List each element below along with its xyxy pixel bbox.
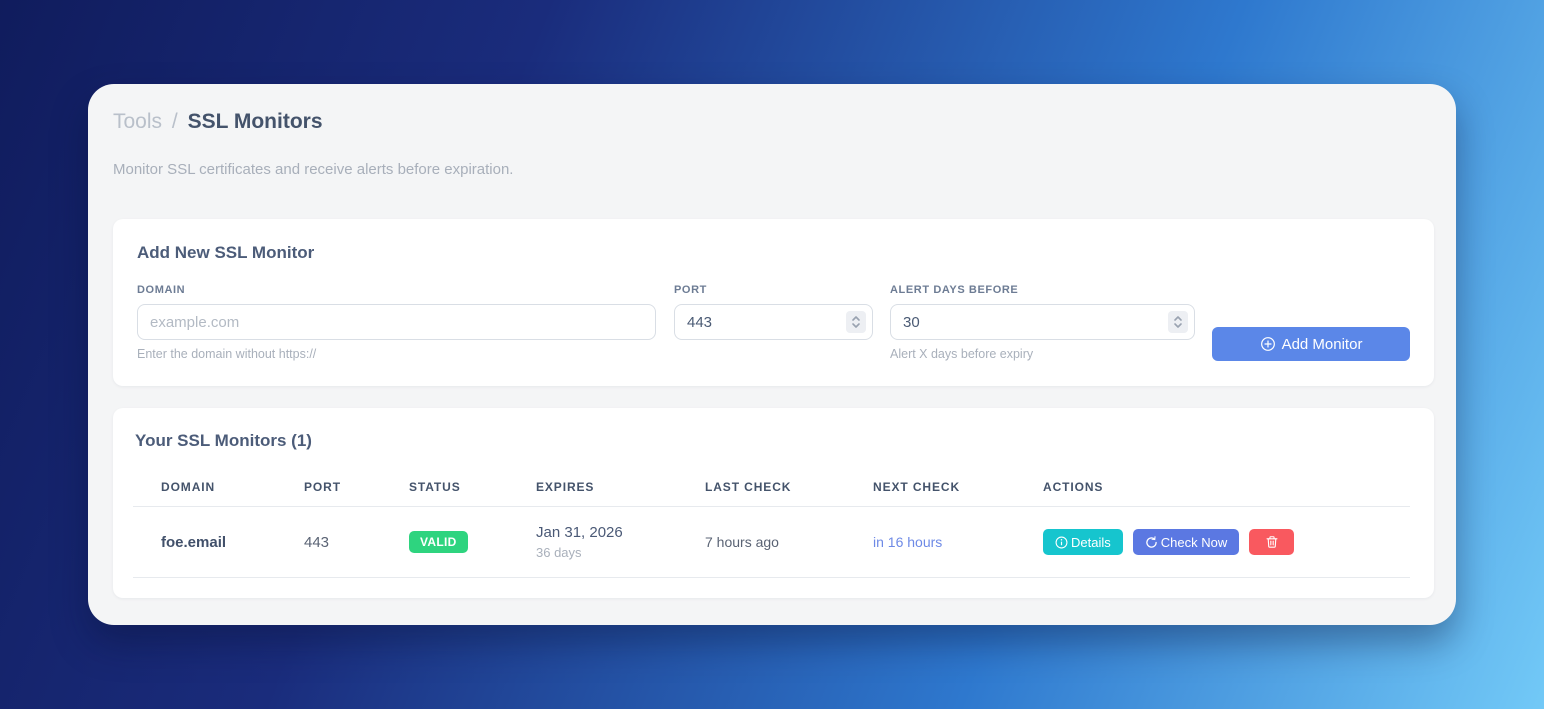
page-title: SSL Monitors	[187, 110, 323, 133]
col-header-last-check: LAST CHECK	[677, 480, 845, 507]
alert-days-hint: Alert X days before expiry	[890, 347, 1034, 361]
col-header-expires: EXPIRES	[508, 480, 677, 507]
trash-icon	[1265, 535, 1279, 549]
add-monitor-panel-title: Add New SSL Monitor	[137, 243, 315, 262]
col-header-port: PORT	[276, 480, 381, 507]
alert-days-stepper[interactable]	[1168, 311, 1188, 333]
col-header-domain: DOMAIN	[133, 480, 276, 507]
monitor-domain: foe.email	[133, 506, 276, 578]
monitor-actions-cell: Details Check Now	[1015, 506, 1410, 578]
check-now-button[interactable]: Check Now	[1132, 529, 1240, 555]
stepper-arrows-icon	[851, 315, 861, 329]
col-header-next-check: NEXT CHECK	[845, 480, 1015, 507]
plus-circle-icon	[1260, 336, 1276, 352]
check-now-button-label: Check Now	[1160, 534, 1228, 550]
info-icon	[1055, 536, 1068, 549]
expires-date: Jan 31, 2026	[536, 524, 623, 541]
add-monitor-panel: Add New SSL Monitor DOMAIN Enter the dom…	[113, 219, 1434, 386]
port-stepper[interactable]	[846, 311, 866, 333]
monitor-status-cell: VALID	[381, 506, 508, 578]
details-button[interactable]: Details	[1043, 529, 1123, 555]
status-badge: VALID	[409, 531, 468, 553]
breadcrumb-section[interactable]: Tools	[113, 110, 163, 133]
alert-days-input[interactable]	[890, 304, 1195, 340]
add-monitor-button-label: Add Monitor	[1281, 335, 1363, 353]
port-input[interactable]	[674, 304, 873, 340]
table-header-row: DOMAIN PORT STATUS EXPIRES LAST CHECK NE…	[133, 480, 1410, 507]
stepper-arrows-icon	[1173, 315, 1183, 329]
monitor-next-check: in 16 hours	[845, 506, 1015, 578]
domain-label: DOMAIN	[137, 284, 186, 296]
details-button-label: Details	[1071, 534, 1111, 550]
delete-monitor-button[interactable]	[1249, 529, 1295, 555]
monitors-table: DOMAIN PORT STATUS EXPIRES LAST CHECK NE…	[133, 480, 1410, 578]
add-monitor-button[interactable]: Add Monitor	[1212, 327, 1410, 361]
domain-hint: Enter the domain without https://	[137, 347, 317, 361]
expires-remaining: 36 days	[536, 545, 582, 560]
table-row: foe.email 443 VALID Jan 31, 2026 36 days…	[133, 506, 1410, 578]
monitors-list-panel: Your SSL Monitors (1) DOMAIN PORT STATUS…	[113, 408, 1434, 598]
domain-input[interactable]	[137, 304, 656, 340]
ssl-monitors-page-card: Tools / SSL Monitors Monitor SSL certifi…	[88, 84, 1456, 625]
port-label: PORT	[674, 284, 707, 296]
page-subtitle: Monitor SSL certificates and receive ale…	[113, 161, 514, 178]
monitors-list-title: Your SSL Monitors (1)	[135, 431, 312, 450]
col-header-actions: ACTIONS	[1015, 480, 1410, 507]
alert-days-label: ALERT DAYS BEFORE	[890, 284, 1019, 296]
refresh-icon	[1145, 535, 1158, 549]
monitor-port: 443	[276, 506, 381, 578]
breadcrumb-separator: /	[171, 110, 178, 133]
col-header-status: STATUS	[381, 480, 508, 507]
monitor-expires-cell: Jan 31, 2026 36 days	[508, 506, 677, 578]
monitor-last-check: 7 hours ago	[677, 506, 845, 578]
breadcrumb: Tools / SSL Monitors	[113, 110, 323, 134]
